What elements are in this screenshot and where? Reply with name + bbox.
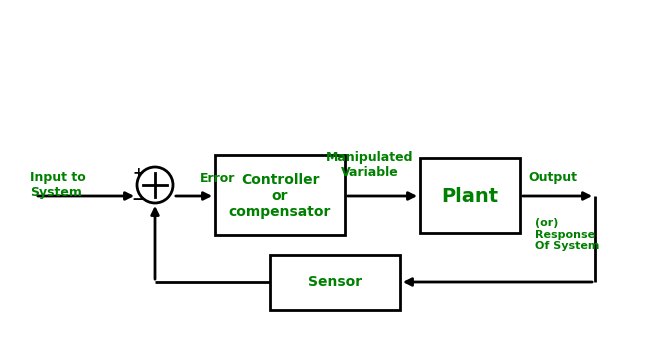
Text: Plant: Plant <box>442 187 498 206</box>
Text: Error: Error <box>200 172 236 184</box>
Text: Input to
System: Input to System <box>30 171 86 199</box>
Bar <box>215 155 345 235</box>
Text: Manipulated
Variable: Manipulated Variable <box>326 151 414 179</box>
Text: Output: Output <box>528 172 577 184</box>
Text: Sensor: Sensor <box>308 275 362 289</box>
Text: −: − <box>131 192 145 207</box>
Text: Controller
or
compensator: Controller or compensator <box>229 173 331 219</box>
Bar <box>420 158 520 233</box>
Text: (or)
Response
Of System: (or) Response Of System <box>535 218 599 251</box>
Text: +: + <box>132 166 144 180</box>
Bar <box>270 255 400 310</box>
